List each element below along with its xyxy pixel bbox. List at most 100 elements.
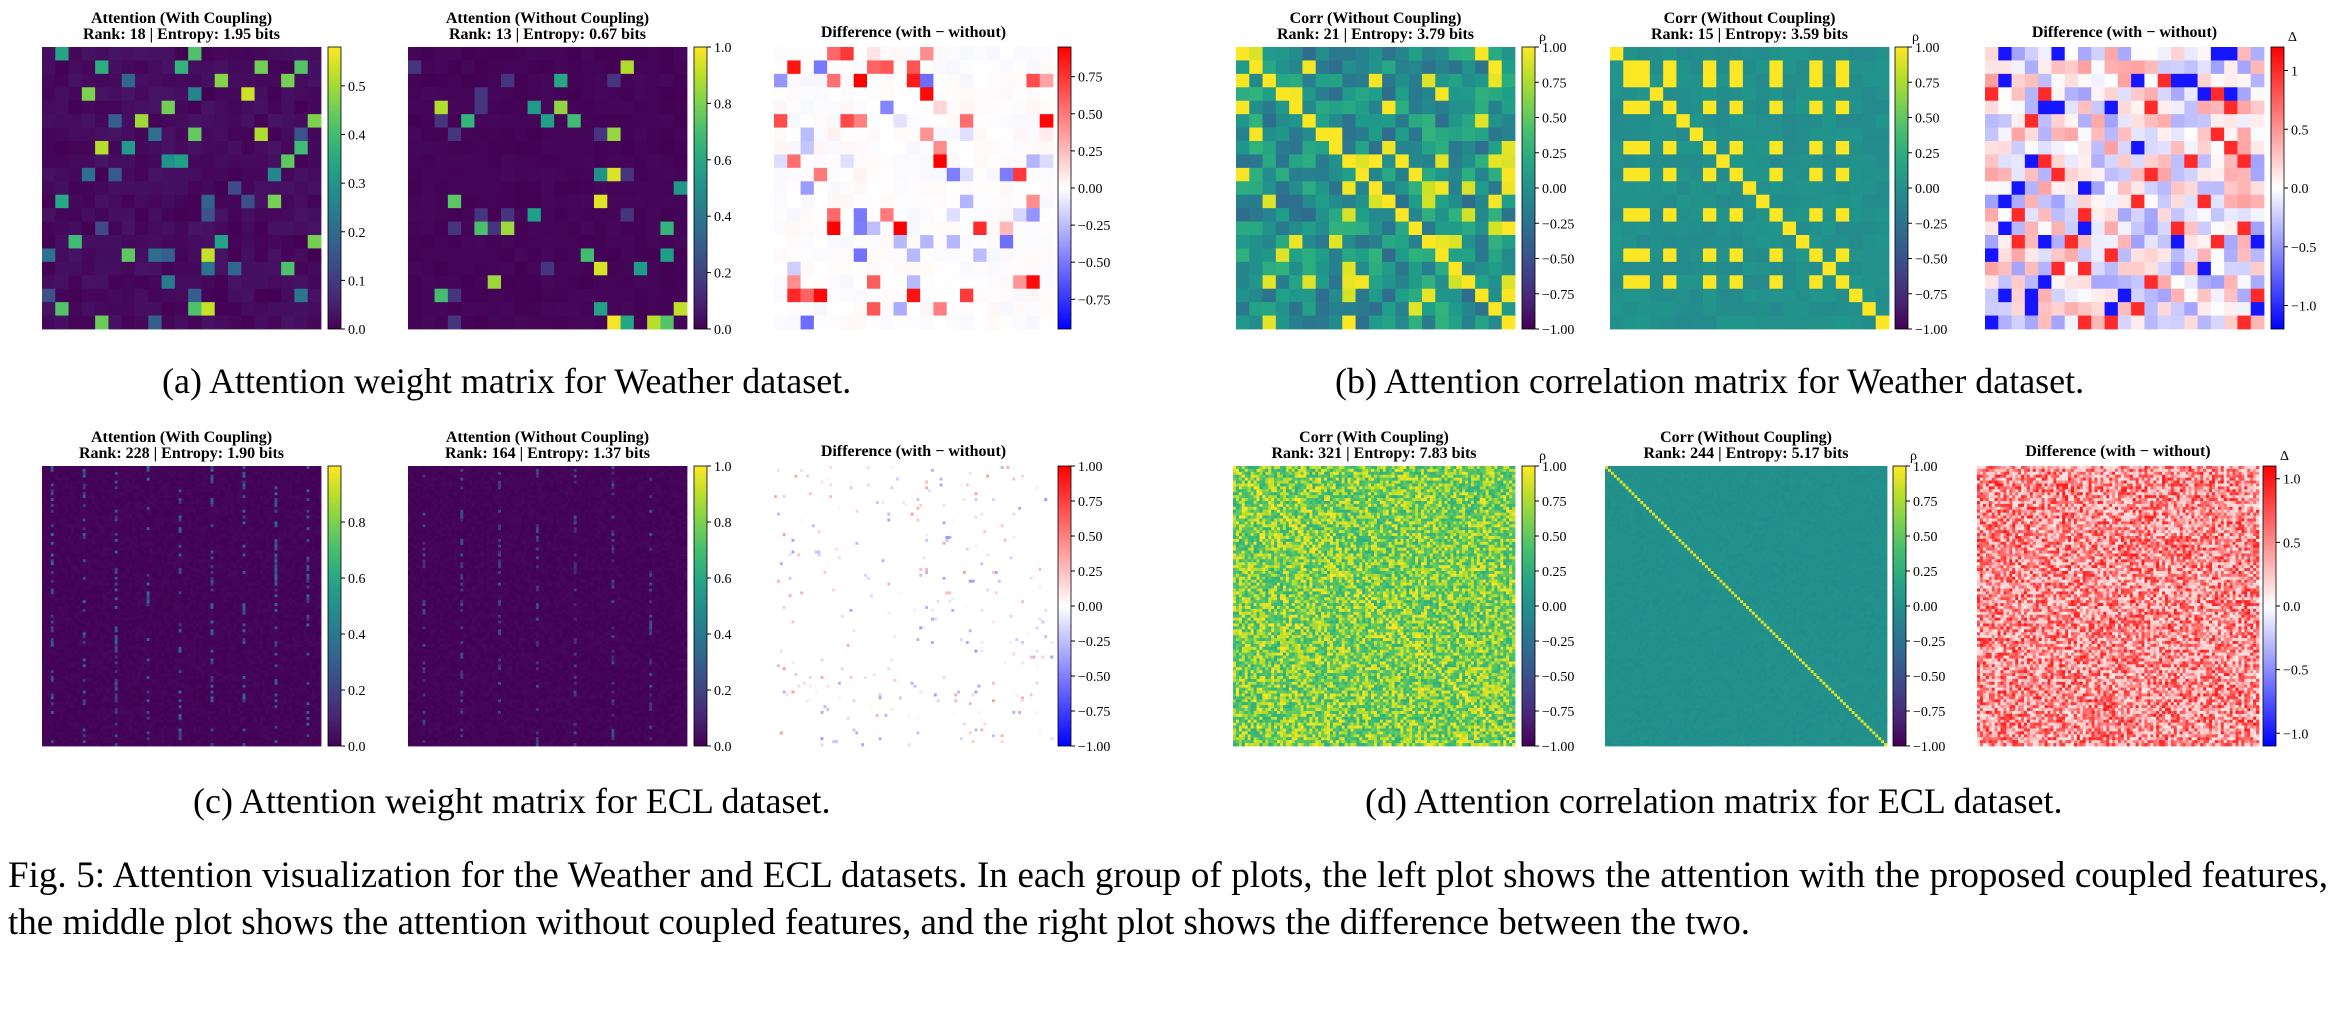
heatmap-cell	[1409, 87, 1423, 101]
heatmap-cell	[1836, 168, 1850, 182]
heatmap-cell	[448, 141, 462, 155]
heatmap-cell	[774, 316, 788, 330]
heatmap-cell	[461, 316, 475, 330]
heatmap-cell	[1289, 154, 1303, 168]
heatmap-cell	[1263, 235, 1277, 249]
heatmap-cell	[1756, 316, 1770, 330]
heatmap-cell	[65, 481, 68, 484]
heatmap-cell	[501, 47, 515, 61]
colorbar-tick-label: −1.0	[2291, 300, 2316, 315]
heatmap-cell	[607, 101, 621, 115]
heatmap-cell	[308, 87, 322, 101]
heatmap-cell	[2144, 114, 2158, 128]
heatmap-cell	[187, 475, 190, 478]
heatmap-cell	[158, 469, 161, 472]
heatmap-cell	[1703, 154, 1717, 168]
heatmap-cell	[1026, 181, 1040, 195]
heatmap-cell	[237, 484, 240, 487]
heatmap-cell	[2065, 141, 2079, 155]
heatmap-cell	[2251, 181, 2265, 195]
heatmap-cell	[308, 262, 322, 276]
heatmap-cell	[162, 208, 176, 222]
heatmap-cell	[1422, 222, 1436, 236]
panel-subtitle: Rank: 13 | Entropy: 0.67 bits	[449, 26, 646, 43]
heatmap-cell	[94, 472, 97, 475]
heatmap-cell	[827, 87, 841, 101]
heatmap-cell	[581, 154, 595, 168]
heatmap-cell	[1316, 114, 1330, 128]
heatmap-cell	[71, 481, 74, 484]
heatmap-cell	[1289, 262, 1303, 276]
heatmap-cell	[1809, 114, 1823, 128]
heatmap-cell	[294, 181, 308, 195]
heatmap-cell	[1610, 195, 1624, 209]
heatmap-cell	[840, 60, 854, 74]
heatmap-cell	[774, 168, 788, 182]
heatmap-cell	[1263, 195, 1277, 209]
heatmap-cell	[68, 472, 71, 475]
heatmap-cell	[1809, 141, 1823, 155]
heatmap-cell	[1836, 60, 1850, 74]
heatmap-cell	[933, 74, 947, 88]
heatmap-cell	[255, 275, 269, 289]
heatmap-cell	[514, 87, 528, 101]
heatmap-cell	[854, 195, 868, 209]
heatmap-cell	[461, 262, 475, 276]
heatmap-cell	[201, 60, 215, 74]
heatmap-cell	[880, 101, 894, 115]
heatmap-cell	[421, 74, 435, 88]
heatmap-cell	[1000, 87, 1014, 101]
heatmap-cell	[920, 248, 934, 262]
heatmap-cell	[787, 154, 801, 168]
heatmap-cell	[89, 475, 92, 478]
heatmap-cell	[1676, 47, 1690, 61]
heatmap-cell	[854, 248, 868, 262]
heatmap-cell	[208, 475, 211, 478]
heatmap-cell	[960, 168, 974, 182]
heatmap-cell	[2237, 114, 2251, 128]
heatmap-cell	[607, 114, 621, 128]
heatmap-cell	[894, 316, 908, 330]
heatmap-cell	[68, 466, 71, 469]
heatmap-cell	[474, 87, 488, 101]
heatmap-cell	[306, 472, 309, 475]
heatmap-cell	[1650, 47, 1664, 61]
heatmap-cell	[528, 195, 542, 209]
heatmap-cell	[144, 469, 147, 472]
heatmap-cell	[188, 60, 202, 74]
heatmap-cell	[1823, 222, 1837, 236]
heatmap-cell	[308, 154, 322, 168]
heatmap-cell	[215, 154, 229, 168]
heatmap-cell	[241, 208, 255, 222]
heatmap-cell	[621, 128, 635, 142]
heatmap-cell	[421, 101, 435, 115]
heatmap-cell	[787, 114, 801, 128]
heatmap-cell	[213, 472, 216, 475]
heatmap-cell	[129, 466, 132, 469]
heatmap-cell	[960, 181, 974, 195]
heatmap-cell	[894, 275, 908, 289]
heatmap-cell	[248, 484, 251, 487]
heatmap-cell	[286, 478, 289, 481]
heatmap-cell	[2237, 262, 2251, 276]
heatmap-cell	[435, 128, 449, 142]
heatmap-cell	[202, 466, 205, 469]
heatmap-cell	[2038, 208, 2052, 222]
heatmap-cell	[1756, 60, 1770, 74]
heatmap-cell	[2051, 262, 2065, 276]
heatmap-cell	[987, 101, 1001, 115]
heatmap-cell	[894, 74, 908, 88]
heatmap-cell	[501, 302, 515, 316]
heatmap-cell	[607, 302, 621, 316]
heatmap-cell	[960, 316, 974, 330]
heatmap-cell	[1236, 235, 1250, 249]
heatmap-cell	[1369, 195, 1383, 209]
heatmap-cell	[973, 248, 987, 262]
heatmap-cell	[647, 302, 661, 316]
panel-a1: Attention (With Coupling)Rank: 18 | Entr…	[42, 10, 366, 338]
heatmap-cell	[240, 466, 243, 469]
heatmap-cell	[201, 248, 215, 262]
heatmap-cell	[74, 475, 77, 478]
heatmap-cell	[1462, 74, 1476, 88]
heatmap-cell	[228, 275, 242, 289]
